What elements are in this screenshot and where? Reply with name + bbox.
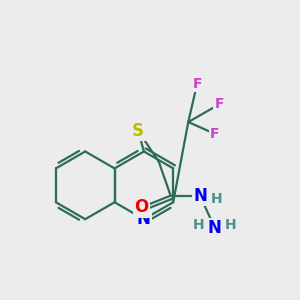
Text: F: F: [214, 98, 224, 111]
Text: N: N: [208, 219, 222, 237]
Text: H: H: [193, 218, 204, 232]
Text: S: S: [132, 122, 144, 140]
Text: N: N: [193, 187, 207, 205]
Text: N: N: [137, 210, 151, 228]
Text: H: H: [225, 218, 237, 232]
Text: F: F: [210, 127, 220, 141]
Text: F: F: [192, 77, 202, 91]
Text: O: O: [134, 198, 148, 216]
Text: H: H: [210, 192, 222, 206]
